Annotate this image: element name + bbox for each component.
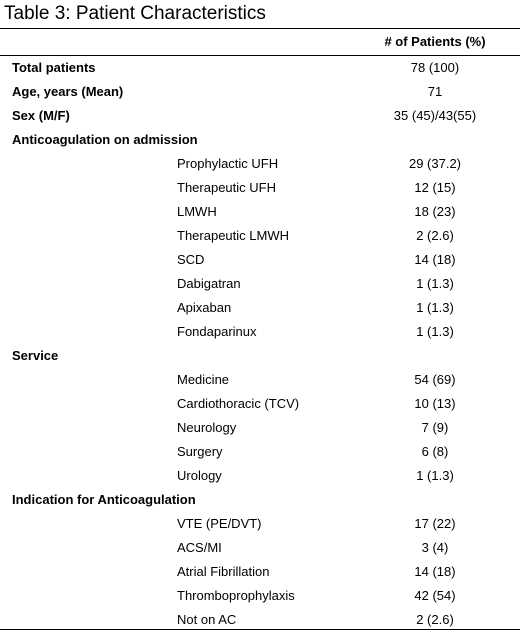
section-label: Indication for Anticoagulation: [12, 492, 196, 507]
row-label: Fondaparinux: [177, 324, 257, 339]
table-row: Prophylactic UFH 29 (37.2): [0, 152, 520, 176]
row-label: Apixaban: [177, 300, 232, 315]
row-label: Neurology: [177, 420, 237, 435]
row-value: 54 (69): [414, 372, 456, 387]
table-row: VTE (PE/DVT) 17 (22): [0, 512, 520, 536]
section-header-row: Service: [0, 344, 520, 368]
row-value: 10 (13): [414, 396, 456, 411]
row-value: 14 (18): [414, 252, 456, 267]
row-value: 71: [427, 84, 443, 99]
section-header-row: Indication for Anticoagulation: [0, 488, 520, 512]
column-header-patients: # of Patients (%): [384, 34, 486, 49]
row-label: Prophylactic UFH: [177, 156, 279, 171]
table-row: Surgery 6 (8): [0, 440, 520, 464]
row-label: VTE (PE/DVT): [177, 516, 262, 531]
table-row: Dabigatran 1 (1.3): [0, 272, 520, 296]
row-value: 29 (37.2): [408, 156, 462, 171]
row-label: LMWH: [177, 204, 217, 219]
table-row: Thromboprophylaxis 42 (54): [0, 584, 520, 608]
row-label: Not on AC: [177, 612, 237, 627]
row-label: Surgery: [177, 444, 223, 459]
table-row: Urology 1 (1.3): [0, 464, 520, 488]
row-value: 14 (18): [414, 564, 456, 579]
table-row: Atrial Fibrillation 14 (18): [0, 560, 520, 584]
row-value: 42 (54): [414, 588, 456, 603]
row-label: Sex (M/F): [12, 108, 70, 123]
row-label: ACS/MI: [177, 540, 222, 555]
row-label: Medicine: [177, 372, 230, 387]
row-label: Thromboprophylaxis: [177, 588, 295, 603]
row-value: 1 (1.3): [416, 276, 454, 291]
row-label: Cardiothoracic (TCV): [177, 396, 300, 411]
table-row: LMWH 18 (23): [0, 200, 520, 224]
row-value: 3 (4): [421, 540, 449, 555]
table-row: Age, years (Mean) 71: [0, 80, 520, 104]
bottom-rule: [0, 629, 520, 630]
row-label: Total patients: [12, 60, 96, 75]
row-value: 12 (15): [414, 180, 456, 195]
table-row: Cardiothoracic (TCV) 10 (13): [0, 392, 520, 416]
row-value: 18 (23): [414, 204, 456, 219]
top-rule: [0, 28, 520, 29]
row-label: Dabigatran: [177, 276, 241, 291]
row-label: Urology: [177, 468, 222, 483]
header-row: # of Patients (%): [0, 30, 520, 54]
section-label: Service: [12, 348, 59, 363]
row-value: 7 (9): [421, 420, 449, 435]
table-title: Table 3: Patient Characteristics: [4, 3, 266, 24]
header-rule: [0, 55, 520, 56]
row-value: 1 (1.3): [416, 468, 454, 483]
row-value: 1 (1.3): [416, 300, 454, 315]
row-label: Therapeutic UFH: [177, 180, 276, 195]
row-label: Age, years (Mean): [12, 84, 124, 99]
row-label: SCD: [177, 252, 205, 267]
table-row: Medicine 54 (69): [0, 368, 520, 392]
row-label: Therapeutic LMWH: [177, 228, 289, 243]
section-label: Anticoagulation on admission: [12, 132, 198, 147]
table-row: Fondaparinux 1 (1.3): [0, 320, 520, 344]
table-row: Therapeutic LMWH 2 (2.6): [0, 224, 520, 248]
table-row: SCD 14 (18): [0, 248, 520, 272]
row-value: 2 (2.6): [416, 228, 454, 243]
table-row: Apixaban 1 (1.3): [0, 296, 520, 320]
row-value: 78 (100): [410, 60, 460, 75]
row-value: 2 (2.6): [416, 612, 454, 627]
row-label: Atrial Fibrillation: [177, 564, 270, 579]
table-row: Neurology 7 (9): [0, 416, 520, 440]
table-row: ACS/MI 3 (4): [0, 536, 520, 560]
row-value: 17 (22): [414, 516, 456, 531]
table-row: Therapeutic UFH 12 (15): [0, 176, 520, 200]
table-row: Not on AC 2 (2.6): [0, 608, 520, 632]
table-row: Total patients 78 (100): [0, 56, 520, 80]
section-header-row: Anticoagulation on admission: [0, 128, 520, 152]
row-value: 1 (1.3): [416, 324, 454, 339]
row-value: 6 (8): [421, 444, 449, 459]
table-row: Sex (M/F) 35 (45)/43(55): [0, 104, 520, 128]
row-value: 35 (45)/43(55): [393, 108, 477, 123]
